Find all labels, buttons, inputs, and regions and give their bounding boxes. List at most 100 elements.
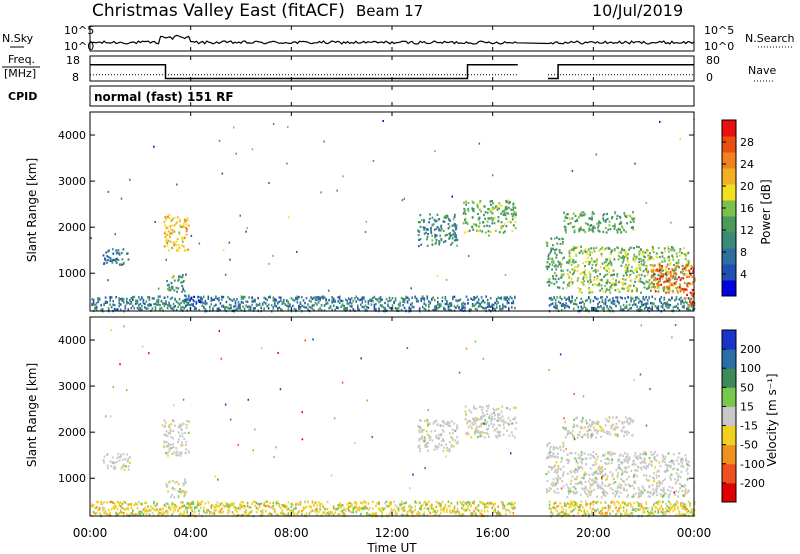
scatter-cell — [552, 261, 555, 264]
scatter-cell — [313, 503, 315, 507]
scatter-cell — [213, 298, 216, 301]
scatter-cell — [646, 273, 649, 277]
scatter-cell — [471, 298, 474, 301]
scatter-cell — [576, 502, 578, 505]
scatter-cell — [493, 222, 496, 225]
scatter-cell — [446, 510, 448, 513]
scatter-cell — [272, 122, 275, 125]
scatter-cell — [595, 270, 597, 274]
scatter-cell — [479, 511, 481, 515]
scatter-cell — [616, 275, 619, 278]
scatter-cell — [352, 511, 355, 514]
scatter-cell — [623, 287, 625, 290]
scatter-cell — [605, 418, 608, 421]
scatter-cell — [431, 224, 434, 227]
scatter-cell — [608, 420, 610, 423]
scatter-cell — [348, 509, 350, 512]
scatter-cell — [453, 295, 456, 298]
scatter-cell — [434, 235, 437, 238]
scatter-cell — [612, 500, 614, 504]
scatter-cell — [338, 295, 341, 298]
scatter-cell — [102, 254, 105, 257]
scatter-cell — [366, 507, 368, 510]
scatter-cell — [546, 444, 549, 447]
scatter-cell — [178, 490, 181, 493]
scatter-cell — [469, 420, 472, 423]
scatter-cell — [678, 266, 681, 269]
scatter-cell — [246, 305, 249, 309]
scatter-cell — [571, 475, 574, 478]
scatter-cell — [552, 259, 555, 263]
scatter-cell — [562, 485, 565, 488]
scatter-cell — [571, 296, 573, 300]
scatter-cell — [394, 509, 397, 513]
scatter-cell — [572, 302, 575, 305]
scatter-cell — [451, 195, 453, 198]
scatter-cell — [683, 253, 686, 256]
scatter-cell — [588, 229, 590, 232]
scatter-cell — [228, 507, 231, 510]
scatter-cell — [417, 425, 420, 428]
scatter-cell — [635, 257, 638, 260]
scatter-cell — [590, 290, 593, 293]
scatter-cell — [97, 508, 99, 512]
scatter-cell — [198, 502, 201, 505]
scatter-cell — [120, 263, 122, 266]
scatter-cell — [687, 297, 690, 300]
scatter-cell — [418, 429, 421, 432]
scatter-cell — [659, 300, 661, 303]
scatter-cell — [246, 501, 249, 505]
scatter-cell — [683, 485, 686, 488]
scatter-cell — [505, 205, 508, 209]
scatter-cell — [604, 258, 607, 261]
scatter-cell — [493, 423, 496, 426]
scatter-cell — [153, 145, 155, 148]
scatter-cell — [678, 482, 681, 485]
scatter-cell — [620, 477, 623, 481]
scatter-cell — [162, 302, 164, 305]
scatter-cell — [448, 232, 451, 236]
scatter-cell — [129, 178, 131, 181]
scatter-cell — [580, 451, 583, 454]
scatter-cell — [341, 299, 344, 303]
scatter-cell — [320, 309, 323, 312]
scatter-cell — [584, 213, 587, 216]
scatter-cell — [476, 508, 478, 511]
scatter-cell — [437, 218, 440, 221]
scatter-cell — [581, 416, 584, 419]
scatter-cell — [691, 300, 694, 304]
scatter-cell — [190, 506, 193, 509]
scatter-cell — [260, 502, 262, 505]
scatter-cell — [254, 298, 256, 301]
scatter-cell — [645, 201, 648, 204]
scatter-cell — [562, 273, 565, 276]
scatter-cell — [366, 306, 368, 309]
scatter-cell — [449, 509, 451, 512]
scatter-cell — [451, 229, 454, 232]
scatter-cell — [486, 298, 489, 302]
scatter-cell — [637, 264, 640, 267]
scatter-cell — [689, 504, 691, 508]
scatter-cell — [569, 500, 572, 503]
scatter-cell — [372, 500, 374, 503]
scatter-cell — [221, 295, 223, 299]
scatter-cell — [139, 307, 142, 310]
scatter-cell — [622, 487, 625, 490]
scatter-cell — [129, 299, 131, 302]
scatter-cell — [181, 505, 184, 508]
scatter-cell — [617, 288, 619, 291]
scatter-cell — [281, 512, 284, 515]
scatter-cell — [103, 501, 105, 504]
scatter-cell — [565, 213, 568, 216]
scatter-cell — [563, 304, 566, 307]
scatter-cell — [603, 474, 606, 477]
scatter-cell — [173, 279, 176, 282]
scatter-cell — [335, 306, 338, 310]
power-ylabel: Slant Range [km] — [25, 158, 39, 262]
scatter-cell — [631, 270, 634, 273]
scatter-cell — [671, 246, 673, 249]
scatter-cell — [391, 304, 394, 307]
scatter-cell — [316, 298, 318, 302]
scatter-cell — [685, 288, 687, 291]
scatter-cell — [189, 299, 192, 302]
